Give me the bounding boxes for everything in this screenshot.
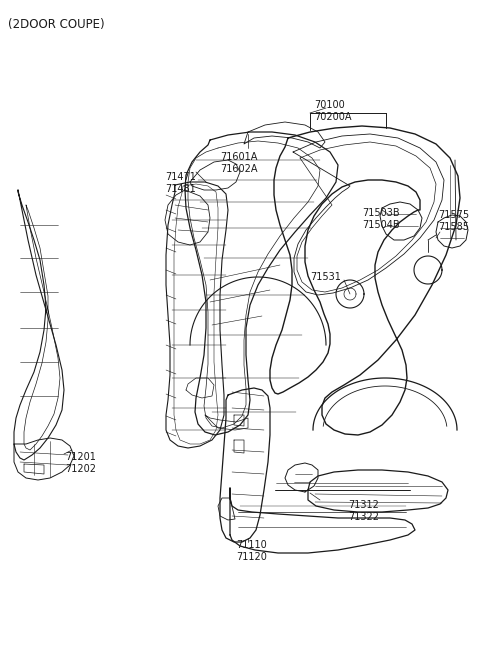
Text: (2DOOR COUPE): (2DOOR COUPE) [8,18,105,31]
Text: 71110
71120: 71110 71120 [236,540,267,562]
Text: 71601A
71602A: 71601A 71602A [220,152,257,174]
Text: 71471
71481: 71471 71481 [165,172,196,194]
Text: 71575
71585: 71575 71585 [438,210,469,232]
Text: 71312
71322: 71312 71322 [348,500,379,522]
Text: 71201
71202: 71201 71202 [65,452,96,474]
Text: 71503B
71504B: 71503B 71504B [362,208,400,230]
Text: 71531: 71531 [310,272,341,282]
Text: 70100
70200A: 70100 70200A [314,100,351,121]
